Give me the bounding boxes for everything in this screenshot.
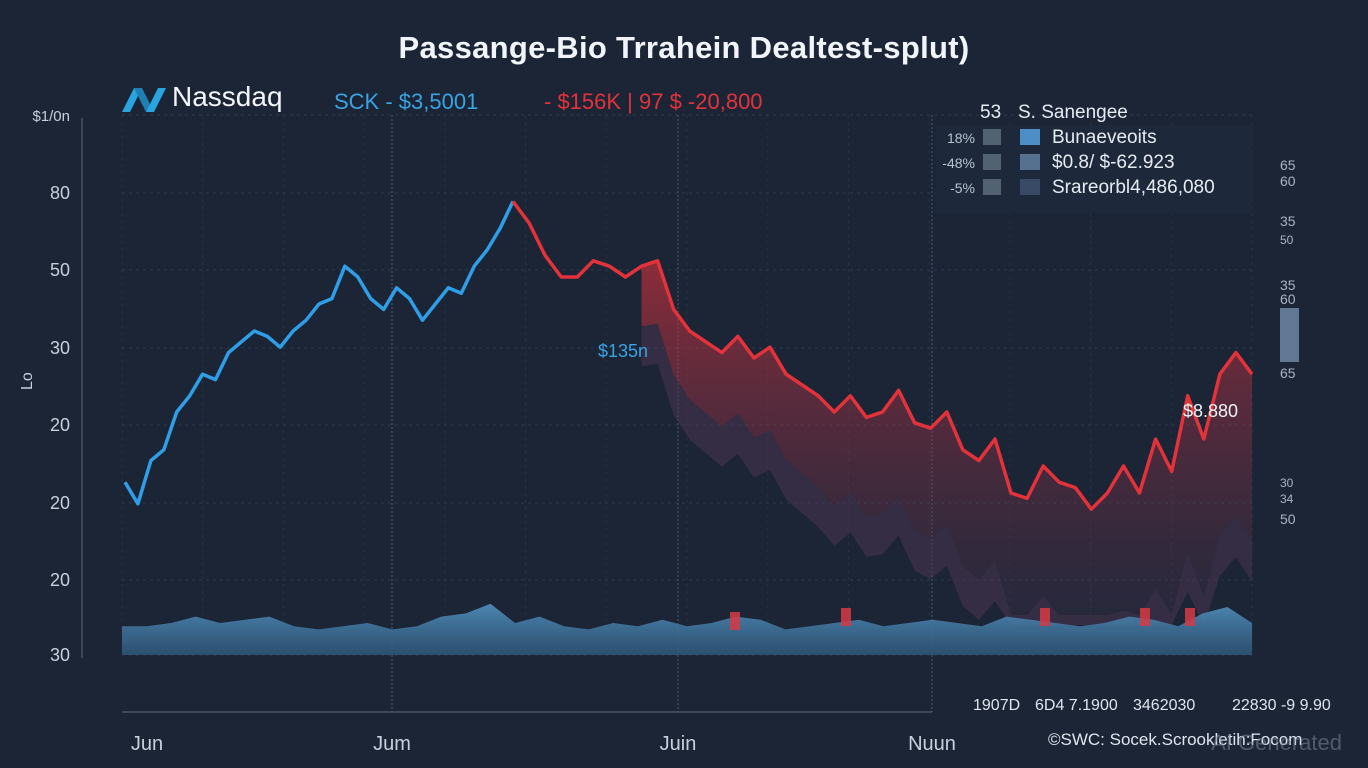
loss-shaded-area-lower — [641, 323, 1252, 625]
brand-name: Nassdaq — [172, 81, 283, 112]
x-tick-label: Jun — [131, 733, 163, 755]
volume-sell-marker — [1185, 608, 1195, 626]
legend-header-num: 53 — [980, 102, 1001, 123]
footer-label: 22830 -9 9.90 — [1232, 697, 1331, 714]
x-tick-label: Juin — [660, 733, 697, 755]
chart-title: Passange-Bio Trrahein Dealtest-splut) — [398, 30, 970, 65]
watermark: AI Generated — [1211, 730, 1342, 755]
legend-pct: 18% — [947, 130, 975, 146]
footer-label: 1907D — [973, 697, 1020, 714]
right-tick: 35 — [1280, 277, 1296, 293]
y-tick-label: 30 — [50, 645, 70, 665]
ticker-red: - $156K | 97 $ -20,800 — [544, 89, 763, 114]
volume-sell-marker — [841, 608, 851, 626]
legend-header-label: S. Sanengee — [1018, 102, 1128, 123]
x-tick-label: Nuun — [908, 733, 956, 755]
legend-swatch-grey — [983, 129, 1001, 145]
volume-sell-marker — [1140, 608, 1150, 626]
legend-swatch — [1020, 129, 1040, 145]
right-tick: 50 — [1280, 511, 1296, 527]
footer-label: 6D4 7.1900 — [1035, 697, 1118, 714]
volume-sell-marker — [1040, 608, 1050, 626]
price-down-line — [511, 200, 1254, 511]
legend-swatch-grey — [983, 179, 1001, 195]
y-tick-label: 20 — [50, 493, 70, 513]
y-axis-side-label: Lo — [19, 372, 36, 390]
loss-shaded-area — [641, 260, 1252, 615]
annotation-right: $8.880 — [1183, 401, 1238, 421]
y-tick-label: 50 — [50, 260, 70, 280]
y-tick-label: $1/0n — [32, 108, 70, 125]
legend-pct: -5% — [950, 180, 975, 196]
right-scale-bar — [1280, 308, 1299, 362]
legend-swatch — [1020, 154, 1040, 170]
right-tick: 60 — [1280, 291, 1296, 307]
source-text: ©SWC: Socek.Scrookletih:Focom — [1048, 730, 1303, 749]
right-tick: 60 — [1280, 173, 1296, 189]
right-tick: 65 — [1280, 157, 1296, 173]
nasdaq-logo-icon — [122, 88, 166, 112]
y-tick-label: 30 — [50, 338, 70, 358]
x-tick-label: Jum — [373, 733, 411, 755]
right-tick: 35 — [1280, 213, 1296, 229]
legend-label: Bunaeveoits — [1052, 127, 1157, 148]
footer-label: 3462030 — [1133, 697, 1195, 714]
y-tick-label: 20 — [50, 570, 70, 590]
legend-pct: -48% — [942, 155, 975, 171]
right-tick: 34 — [1280, 492, 1294, 506]
volume-sell-marker — [730, 612, 740, 630]
legend-label: Srareorbl4,486,080 — [1052, 177, 1215, 198]
volume-area — [122, 603, 1252, 655]
right-tick: 65 — [1280, 365, 1296, 381]
brand: Nassdaq — [120, 76, 283, 118]
y-tick-label: 80 — [50, 183, 70, 203]
right-tick: 30 — [1280, 476, 1294, 490]
price-up-line — [123, 200, 515, 506]
legend-swatch-grey — [983, 154, 1001, 170]
annotation-mid: $135n — [598, 341, 648, 361]
ticker-blue: SCK - $3,5001 — [334, 89, 479, 114]
y-tick-label: 20 — [50, 415, 70, 435]
legend-swatch — [1020, 179, 1040, 195]
right-tick: 50 — [1280, 233, 1294, 247]
legend-label: $0.8/ $-62.923 — [1052, 152, 1175, 173]
